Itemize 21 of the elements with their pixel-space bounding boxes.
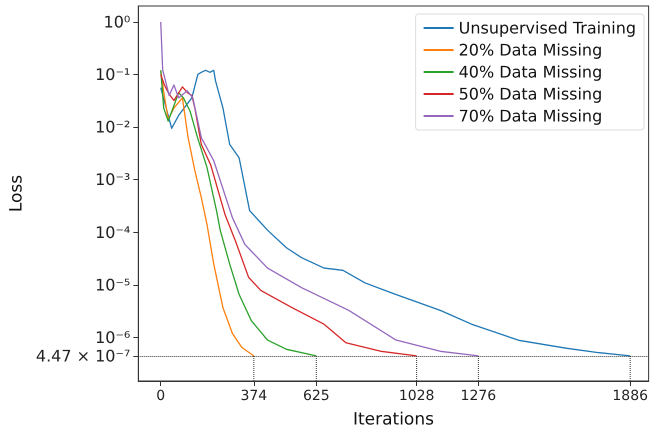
- y-tick-label: 10⁻⁶: [95, 328, 130, 348]
- x-tick-label: 0: [156, 388, 166, 404]
- y-tick-label: 10⁻³: [95, 170, 130, 190]
- y-tick-label: 4.47 × 10⁻⁷: [36, 346, 130, 366]
- x-tick-label: 1276: [460, 388, 496, 404]
- x-tick-label: 1028: [398, 388, 434, 404]
- legend-label: 50% Data Missing: [458, 84, 602, 104]
- y-tick-label: 10⁻⁴: [95, 222, 130, 242]
- y-axis-title: Loss: [6, 174, 26, 212]
- x-tick-label: 625: [302, 388, 330, 404]
- y-tick-label: 10⁰: [104, 12, 130, 32]
- legend-label: 40% Data Missing: [458, 62, 602, 82]
- y-tick-label: 10⁻²: [95, 118, 130, 137]
- y-tick-label: 10⁻¹: [95, 64, 130, 84]
- legend-label: 70% Data Missing: [458, 106, 602, 126]
- x-axis-title: Iterations: [352, 410, 434, 430]
- legend-label: Unsupervised Training: [458, 18, 636, 38]
- y-tick-label: 10⁻⁵: [95, 276, 130, 295]
- x-tick-label: 374: [240, 388, 268, 404]
- x-tick-label: 1886: [612, 388, 648, 404]
- legend-label: 20% Data Missing: [458, 40, 602, 60]
